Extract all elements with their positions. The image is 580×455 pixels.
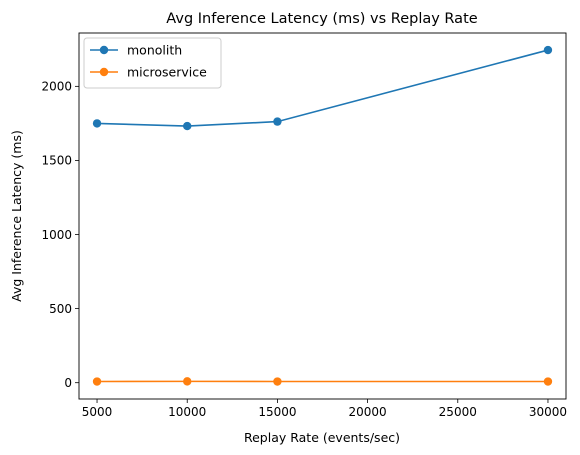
x-tick-label: 30000: [529, 405, 567, 419]
series-line-monolith: [97, 49, 549, 127]
data-point-monolith: [92, 119, 102, 128]
x-tick-label: 25000: [439, 405, 477, 419]
chart-title: Avg Inference Latency (ms) vs Replay Rat…: [166, 11, 477, 27]
y-tick-label: 1500: [41, 154, 72, 168]
data-point-monolith: [273, 117, 282, 126]
legend-swatch-marker: [99, 45, 109, 55]
x-axis-label: Replay Rate (events/sec): [244, 430, 400, 445]
data-point-microservice: [183, 377, 192, 386]
y-tick-label: 1000: [41, 228, 72, 242]
plot-frame: [78, 32, 567, 400]
y-axis: 0 500 1000 1500 2000: [41, 80, 79, 390]
plot-area: [79, 33, 566, 399]
legend: monolith microservice: [83, 37, 222, 89]
x-tick-label: 5000: [82, 405, 113, 419]
legend-label: monolith: [127, 43, 182, 58]
y-tick-label: 0: [64, 376, 72, 390]
x-tick-label: 20000: [348, 405, 386, 419]
plot-marks: [92, 45, 553, 386]
legend-box: [83, 37, 222, 89]
data-point-microservice: [543, 377, 553, 386]
y-tick-label: 2000: [41, 80, 72, 94]
data-point-microservice: [273, 377, 282, 386]
legend-label: microservice: [127, 65, 207, 80]
data-point-monolith: [543, 45, 553, 55]
x-tick-label: 10000: [168, 405, 206, 419]
y-tick-label: 500: [49, 302, 72, 316]
x-axis: 5000 10000 15000 20000 25000 30000: [82, 399, 567, 419]
x-tick-label: 15000: [258, 405, 296, 419]
y-axis-label: Avg Inference Latency (ms): [9, 130, 24, 302]
data-point-monolith: [183, 121, 192, 131]
legend-swatch-marker: [99, 67, 109, 77]
data-point-microservice: [92, 377, 102, 386]
